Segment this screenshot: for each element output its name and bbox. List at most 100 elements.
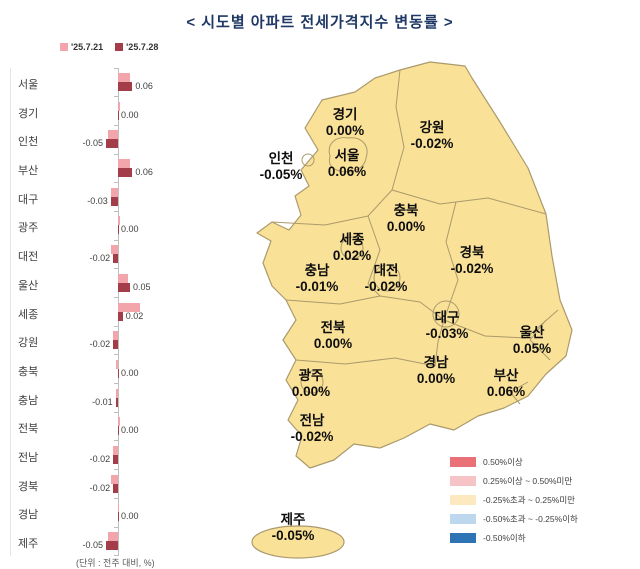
value-label: -0.05	[82, 138, 103, 149]
bar-curr-week	[110, 196, 118, 206]
map-region-value: -0.02%	[410, 136, 454, 151]
bar-row: 울산 0.05	[10, 269, 228, 298]
legend-item-prev-week: '25.7.21	[60, 42, 103, 52]
map-region-value: 0.00%	[416, 371, 456, 386]
map-legend-label: 0.25%이상 ~ 0.50%미만	[483, 475, 573, 486]
bar-curr-week	[118, 82, 133, 91]
map-region-label: 경기 0.00%	[295, 107, 395, 139]
daegu-border	[432, 300, 460, 328]
map-region-name: 경기	[332, 107, 358, 122]
bar-curr-week	[113, 483, 118, 493]
map-region-name: 전남	[299, 413, 325, 428]
legend-swatch-prev-week	[60, 43, 68, 51]
map-region-value: -0.02%	[364, 279, 408, 294]
map-region-label: 전남 -0.02%	[262, 413, 362, 445]
value-label: 0.00	[121, 367, 139, 378]
map-region-value: -0.05%	[271, 528, 315, 543]
map-legend: 0.50%이상 0.25%이상 ~ 0.50%미만 -0.25%초과 ~ 0.25%…	[450, 452, 578, 547]
map-region-name: 대구	[434, 310, 460, 325]
value-label: -0.02	[89, 253, 111, 264]
map-region-name: 광주	[298, 368, 324, 383]
map-legend-row: -0.50%초과 ~ -0.25%이하	[450, 509, 578, 528]
bar-prev-week	[108, 532, 118, 541]
daejeon-border	[373, 264, 401, 292]
bar-prev-week	[118, 273, 128, 283]
value-label: 0.00	[121, 511, 139, 522]
category-label: 울산	[18, 279, 39, 292]
map-legend-row: 0.25%이상 ~ 0.50%미만	[450, 471, 578, 490]
map-region-label: 부산 0.06%	[456, 368, 556, 400]
bar-curr-week	[118, 168, 133, 178]
map-region-value: 0.00%	[291, 384, 331, 399]
map-legend-row: 0.50%이상	[450, 452, 578, 471]
category-label: 제주	[18, 538, 39, 550]
value-label: -0.02	[89, 339, 111, 350]
map-region-label: 경북 -0.02%	[422, 245, 522, 277]
map-region-label: 울산 0.05%	[482, 325, 582, 357]
bar-curr-week	[118, 282, 130, 292]
map-region-name: 대전	[373, 263, 399, 278]
unit-note: (단위 : 전주 대비, %)	[76, 558, 155, 568]
map-region-value: 0.02%	[332, 248, 372, 263]
bar-prev-week	[118, 101, 121, 111]
value-label: 0.02	[125, 310, 144, 321]
legend-item-curr-week: '25.7.28	[115, 42, 158, 52]
value-label: 0.00	[121, 109, 139, 120]
bar-curr-week	[118, 311, 123, 321]
map-region-label: 경남 0.00%	[386, 355, 486, 387]
map-region-label: 세종 0.02%	[302, 232, 402, 264]
bar-row: 제주 -0.05	[10, 527, 228, 556]
map-region-label: 충북 0.00%	[356, 203, 456, 235]
bar-prev-week	[118, 73, 130, 82]
korea-map-panel: 경기 0.00% 강원 -0.02% 인천 -0.05% 서울 0.06% 충북 0.00% 세종 0…	[230, 52, 628, 569]
map-region-label: 인천 -0.05%	[231, 151, 331, 183]
bar-curr-week	[113, 454, 118, 464]
map-region-name: 경북	[459, 245, 485, 260]
bar-prev-week	[115, 388, 118, 398]
value-label: 0.00	[121, 425, 139, 436]
bar-prev-week	[110, 474, 118, 484]
map-region-label: 대전 -0.02%	[336, 263, 436, 295]
value-label: -0.01	[92, 396, 113, 407]
bar-row: 서울 0.06	[10, 67, 228, 97]
bar-curr-week	[118, 426, 119, 436]
legend-label-prev-week: '25.7.21	[71, 42, 104, 52]
bar-prev-week	[118, 159, 130, 169]
category-label: 경북	[18, 480, 39, 493]
map-region-name: 울산	[519, 325, 545, 340]
bar-row: 강원 -0.02	[10, 326, 228, 356]
bar-row: 대전 -0.02	[10, 240, 228, 269]
bar-prev-week	[113, 445, 118, 455]
map-region-name: 경남	[423, 355, 449, 370]
value-label: 0.00	[121, 224, 139, 235]
category-label: 서울	[18, 79, 39, 91]
map-legend-swatch	[450, 513, 476, 524]
category-label: 충남	[18, 394, 39, 407]
value-label: 0.06	[135, 167, 153, 178]
map-legend-row: -0.50%이하	[450, 528, 578, 547]
category-label: 부산	[18, 165, 39, 178]
bar-prev-week	[113, 331, 118, 341]
province-borders	[271, 69, 559, 405]
bar-curr-week	[106, 139, 118, 149]
bar-curr-week	[113, 340, 118, 350]
map-region-value: 0.05%	[512, 341, 552, 356]
bar-prev-week	[108, 130, 118, 140]
mainland-outline	[256, 61, 573, 469]
map-region-value: 0.00%	[313, 336, 353, 351]
south-korea-map	[251, 61, 573, 559]
map-region-value: -0.02%	[450, 261, 494, 276]
map-legend-swatch	[450, 532, 476, 543]
bar-rows: 서울 0.06 경기 0.00 인천 -0.05 부산 0.06 대구 -0.03 광주 0.00 대전…	[10, 67, 228, 556]
bar-prev-week	[118, 503, 119, 513]
value-label: 0.05	[133, 281, 151, 292]
category-label: 인천	[18, 136, 39, 149]
map-legend-label: -0.50%초과 ~ -0.25%이하	[483, 513, 578, 524]
category-label: 세종	[18, 308, 39, 321]
bar-prev-week	[110, 245, 118, 255]
bar-prev-week	[118, 216, 121, 226]
plot-left-border	[10, 68, 11, 556]
bar-curr-week	[118, 110, 119, 120]
bar-prev-week	[118, 417, 121, 427]
map-region-name: 충남	[304, 263, 330, 278]
